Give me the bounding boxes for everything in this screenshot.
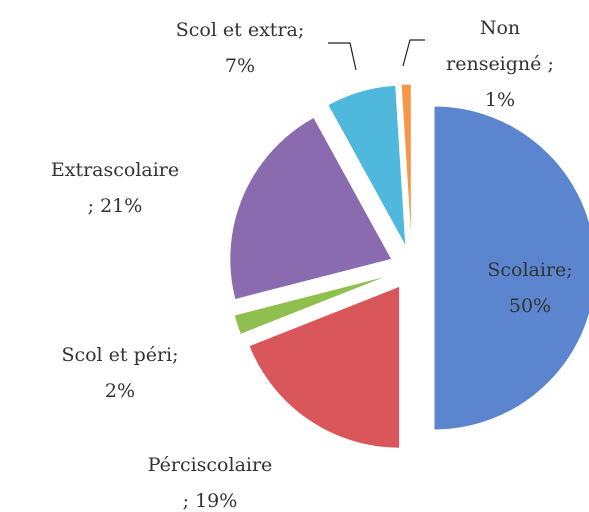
slice-label: Scol et péri; 2% — [30, 337, 210, 409]
value-label: 7% — [224, 55, 256, 77]
pie-slice — [433, 105, 589, 431]
slice-label: Scolaire; 50% — [460, 252, 589, 324]
leader-line — [402, 39, 425, 67]
slice-label: Scol et extra; 7% — [140, 12, 340, 84]
slice-label: Pérciscolaire ; 19% — [110, 447, 310, 512]
value-label: ; 19% — [182, 490, 238, 512]
leader-line — [328, 42, 357, 71]
value-label: 50% — [508, 295, 552, 317]
category-label: Non renseigné ; — [446, 17, 554, 75]
pie-slice — [327, 84, 407, 248]
pie-slice — [400, 83, 412, 247]
value-label: 2% — [104, 380, 136, 402]
pie-slice — [229, 116, 393, 301]
category-label: Scol et extra; — [175, 19, 305, 41]
category-label: Scol et péri; — [61, 344, 179, 366]
pie-slice — [248, 285, 401, 449]
pie-slice — [233, 274, 392, 336]
slice-label: Extrascolaire ; 21% — [15, 152, 215, 224]
slice-label: Non renseigné ; 1% — [435, 10, 565, 118]
category-label: Extrascolaire — [50, 159, 180, 181]
category-label: Pérciscolaire — [147, 454, 273, 476]
value-label: 1% — [484, 89, 516, 111]
value-label: ; 21% — [87, 195, 143, 217]
category-label: Scolaire; — [487, 259, 573, 281]
